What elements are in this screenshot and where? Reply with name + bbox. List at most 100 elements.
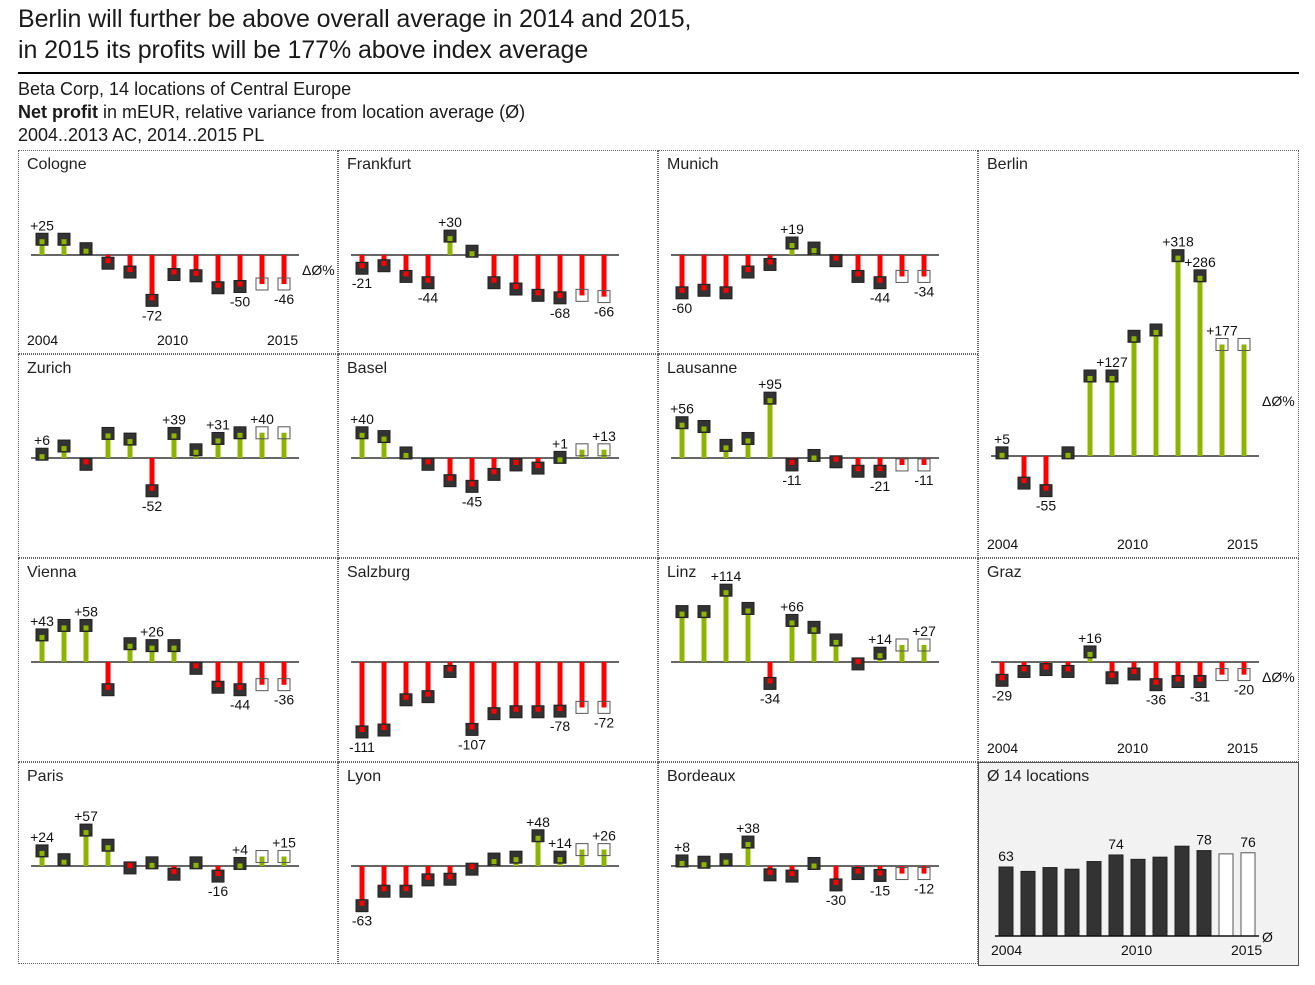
data-label: +38 xyxy=(736,820,760,836)
stem-tip xyxy=(833,639,839,645)
year-tick: 2010 xyxy=(1121,942,1152,958)
stem-tip xyxy=(833,879,839,885)
stem-tip xyxy=(105,433,111,439)
stem-tip xyxy=(237,432,243,438)
stem-tip xyxy=(127,439,133,445)
actual-marker xyxy=(531,461,545,475)
data-label: -68 xyxy=(550,305,570,321)
stem-tip xyxy=(259,856,265,862)
stem xyxy=(723,590,729,662)
stem xyxy=(601,849,607,866)
stem-tip xyxy=(557,292,563,298)
stem xyxy=(83,830,89,866)
stem-tip xyxy=(679,287,685,293)
actual-marker xyxy=(873,464,887,478)
panel-chart: -29 +16 -36 -31 -20 ΔØ% 2004 2010 2015 xyxy=(987,630,1295,756)
stem-tip xyxy=(767,398,773,404)
stem-tip xyxy=(403,694,409,700)
stem-tip xyxy=(1175,255,1181,261)
actual-marker xyxy=(487,467,501,481)
stem-tip xyxy=(877,466,883,472)
data-label: +14 xyxy=(868,631,892,647)
stem-tip xyxy=(127,643,133,649)
data-label: -34 xyxy=(760,690,780,706)
stem-tip xyxy=(105,845,111,851)
stem xyxy=(701,611,707,662)
actual-marker xyxy=(189,856,203,870)
panel-graz: Graz -29 +16 -36 -31 -20 ΔØ% 2004 2010 2015 xyxy=(978,558,1299,762)
actual-marker xyxy=(465,862,479,876)
panel-title: Lausanne xyxy=(667,360,738,377)
panel-chart: -21 -44 +30 -68 -66 xyxy=(351,214,619,321)
plan-marker xyxy=(917,269,931,283)
stem-tip xyxy=(535,463,541,469)
panel-basel: Basel +40 -45 +1 +13 xyxy=(338,354,658,558)
actual-marker xyxy=(211,869,225,883)
bar xyxy=(1020,870,1036,937)
data-label: -34 xyxy=(914,283,934,299)
stem xyxy=(679,255,685,293)
actual-marker xyxy=(377,884,391,898)
stem-tip xyxy=(215,871,221,877)
data-label: -36 xyxy=(1146,692,1166,708)
actual-marker xyxy=(355,426,369,440)
stem xyxy=(745,842,751,866)
stem xyxy=(359,662,365,732)
stem xyxy=(39,634,45,662)
stem-tip xyxy=(171,645,177,651)
data-label: -29 xyxy=(992,687,1012,703)
actual-marker xyxy=(553,850,567,864)
data-label: -66 xyxy=(594,304,614,320)
stem-tip xyxy=(1197,676,1203,682)
stem-tip xyxy=(513,706,519,712)
data-label: +114 xyxy=(711,568,742,584)
stem xyxy=(105,662,111,690)
data-label: +16 xyxy=(1078,630,1102,646)
stem-tip xyxy=(579,290,585,296)
stem xyxy=(83,625,89,662)
bar xyxy=(998,866,1014,937)
actual-marker xyxy=(763,868,777,882)
data-label: +14 xyxy=(548,835,572,851)
year-tick: 2004 xyxy=(991,942,1022,958)
measure-description: in mEUR, relative variance from location… xyxy=(98,102,526,122)
stem-tip xyxy=(723,590,729,596)
stem xyxy=(469,458,475,487)
data-label: -20 xyxy=(1234,682,1254,698)
stem-tip xyxy=(39,454,45,460)
stem-tip xyxy=(403,452,409,458)
data-label: -12 xyxy=(914,881,934,897)
data-label: +56 xyxy=(670,401,694,417)
plan-marker xyxy=(277,678,291,692)
stem xyxy=(359,866,365,906)
actual-marker xyxy=(553,704,567,718)
stem-tip xyxy=(921,271,927,277)
stem-tip xyxy=(789,871,795,877)
actual-marker xyxy=(167,639,181,653)
stem xyxy=(877,255,883,283)
stem-tip xyxy=(259,278,265,284)
data-label: +13 xyxy=(592,428,616,444)
stem-tip xyxy=(1241,344,1247,350)
panel-chart: +43 +58 +26 -44 -36 xyxy=(30,603,299,713)
actual-marker xyxy=(145,484,159,498)
actual-marker xyxy=(509,705,523,719)
plan-marker xyxy=(1237,337,1251,351)
stem xyxy=(171,433,177,458)
year-tick: 2010 xyxy=(1117,740,1148,756)
data-label: +19 xyxy=(780,221,804,237)
stem xyxy=(259,432,265,458)
stem-tip xyxy=(491,277,497,283)
data-label: +6 xyxy=(34,432,50,448)
stem-tip xyxy=(447,874,453,880)
actual-marker xyxy=(145,639,159,653)
data-label: +27 xyxy=(912,623,936,639)
actual-marker xyxy=(785,613,799,627)
data-label: +15 xyxy=(272,835,296,851)
stem-tip xyxy=(83,248,89,254)
stem-tip xyxy=(193,862,199,868)
stem xyxy=(745,255,751,273)
data-label: 78 xyxy=(1196,832,1212,848)
stem xyxy=(999,662,1005,681)
headline: Berlin will further be above overall ave… xyxy=(18,4,692,66)
